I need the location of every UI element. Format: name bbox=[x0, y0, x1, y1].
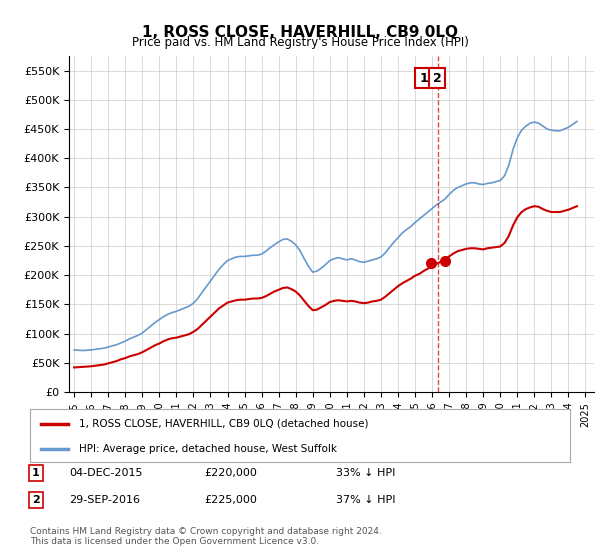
Text: 37% ↓ HPI: 37% ↓ HPI bbox=[336, 495, 395, 505]
Text: Price paid vs. HM Land Registry's House Price Index (HPI): Price paid vs. HM Land Registry's House … bbox=[131, 36, 469, 49]
Text: £225,000: £225,000 bbox=[204, 495, 257, 505]
Text: 1, ROSS CLOSE, HAVERHILL, CB9 0LQ (detached house): 1, ROSS CLOSE, HAVERHILL, CB9 0LQ (detac… bbox=[79, 419, 368, 429]
Text: £220,000: £220,000 bbox=[204, 468, 257, 478]
Text: 1: 1 bbox=[32, 468, 40, 478]
Text: 33% ↓ HPI: 33% ↓ HPI bbox=[336, 468, 395, 478]
Text: 29-SEP-2016: 29-SEP-2016 bbox=[69, 495, 140, 505]
Text: 2: 2 bbox=[32, 495, 40, 505]
Text: 1: 1 bbox=[419, 72, 428, 85]
Text: HPI: Average price, detached house, West Suffolk: HPI: Average price, detached house, West… bbox=[79, 444, 337, 454]
Text: Contains HM Land Registry data © Crown copyright and database right 2024.
This d: Contains HM Land Registry data © Crown c… bbox=[30, 526, 382, 546]
Text: 04-DEC-2015: 04-DEC-2015 bbox=[69, 468, 143, 478]
Text: 2: 2 bbox=[433, 72, 442, 85]
Text: 1, ROSS CLOSE, HAVERHILL, CB9 0LQ: 1, ROSS CLOSE, HAVERHILL, CB9 0LQ bbox=[142, 25, 458, 40]
